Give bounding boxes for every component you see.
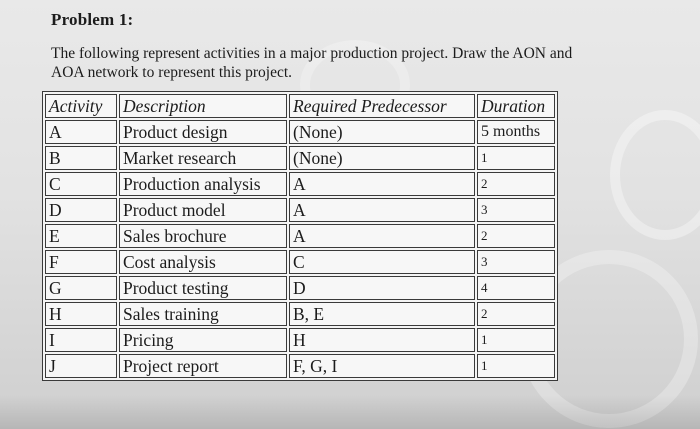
cell-predecessor: H <box>289 328 475 352</box>
table-row: J Project report F, G, I 1 <box>45 354 555 378</box>
table-row: A Product design (None) 5 months <box>45 120 555 144</box>
cell-predecessor: (None) <box>289 146 475 170</box>
cell-predecessor: B, E <box>289 302 475 326</box>
cell-predecessor: A <box>289 172 475 196</box>
cell-activity: F <box>45 250 117 274</box>
table-row: H Sales training B, E 2 <box>45 302 555 326</box>
cell-duration: 2 <box>477 172 555 196</box>
cell-description: Production analysis <box>119 172 287 196</box>
cell-description: Market research <box>119 146 287 170</box>
cell-activity: C <box>45 172 117 196</box>
header-predecessor: Required Predecessor <box>289 94 475 118</box>
cell-duration: 2 <box>477 224 555 248</box>
cell-duration: 2 <box>477 302 555 326</box>
table-row: I Pricing H 1 <box>45 328 555 352</box>
table-row: D Product model A 3 <box>45 198 555 222</box>
cell-activity: B <box>45 146 117 170</box>
cell-description: Sales brochure <box>119 224 287 248</box>
description-line-1: The following represent activities in a … <box>51 45 573 62</box>
cell-duration: 1 <box>477 354 555 378</box>
cell-description: Product model <box>119 198 287 222</box>
cell-activity: D <box>45 198 117 222</box>
problem-description: The following represent activities in a … <box>51 44 681 82</box>
table-row: E Sales brochure A 2 <box>45 224 555 248</box>
cell-predecessor: A <box>289 224 475 248</box>
cell-predecessor: (None) <box>289 120 475 144</box>
cell-description: Product design <box>119 120 287 144</box>
cell-duration: 3 <box>477 198 555 222</box>
table-row: C Production analysis A 2 <box>45 172 555 196</box>
cell-activity: E <box>45 224 117 248</box>
cell-predecessor: A <box>289 198 475 222</box>
cell-duration: 4 <box>477 276 555 300</box>
cell-activity: J <box>45 354 117 378</box>
cell-predecessor: F, G, I <box>289 354 475 378</box>
cell-activity: H <box>45 302 117 326</box>
cell-duration: 1 <box>477 146 555 170</box>
cell-description: Pricing <box>119 328 287 352</box>
header-activity: Activity <box>45 94 117 118</box>
cell-activity: A <box>45 120 117 144</box>
header-duration: Duration <box>477 94 555 118</box>
cell-description: Cost analysis <box>119 250 287 274</box>
background-watermark-circle <box>610 110 700 240</box>
table-header-row: Activity Description Required Predecesso… <box>45 94 555 118</box>
cell-description: Product testing <box>119 276 287 300</box>
cell-duration: 1 <box>477 328 555 352</box>
header-description: Description <box>119 94 287 118</box>
cell-duration: 5 months <box>477 120 555 144</box>
description-line-2: AOA network to represent this project. <box>51 64 293 81</box>
cell-predecessor: C <box>289 250 475 274</box>
cell-duration: 3 <box>477 250 555 274</box>
cell-activity: G <box>45 276 117 300</box>
table-row: F Cost analysis C 3 <box>45 250 555 274</box>
cell-activity: I <box>45 328 117 352</box>
table-row: B Market research (None) 1 <box>45 146 555 170</box>
page-bottom-shadow <box>0 395 700 429</box>
activity-table: Activity Description Required Predecesso… <box>42 91 558 381</box>
problem-title: Problem 1: <box>51 10 134 29</box>
cell-predecessor: D <box>289 276 475 300</box>
cell-description: Sales training <box>119 302 287 326</box>
table-row: G Product testing D 4 <box>45 276 555 300</box>
cell-description: Project report <box>119 354 287 378</box>
